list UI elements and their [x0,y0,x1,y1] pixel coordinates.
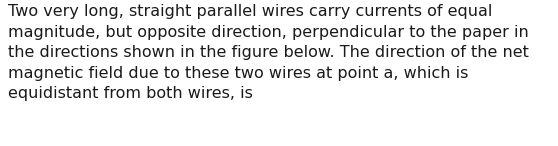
Text: Two very long, straight parallel wires carry currents of equal
magnitude, but op: Two very long, straight parallel wires c… [8,4,529,101]
